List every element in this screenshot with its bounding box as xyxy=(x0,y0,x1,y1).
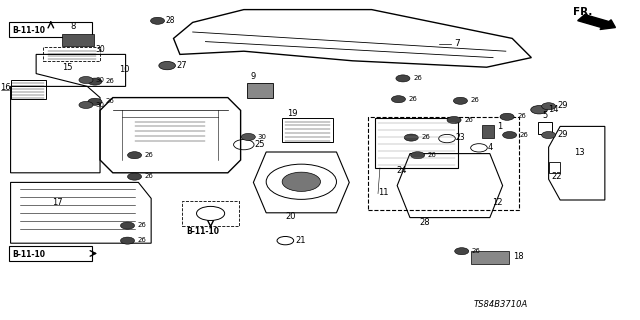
Text: 26: 26 xyxy=(517,113,526,119)
Text: 20: 20 xyxy=(285,212,296,221)
Circle shape xyxy=(282,172,321,191)
Circle shape xyxy=(127,173,141,180)
Circle shape xyxy=(88,78,102,85)
Circle shape xyxy=(79,76,93,84)
Text: 26: 26 xyxy=(138,222,147,228)
Text: 1: 1 xyxy=(497,122,503,131)
Text: 14: 14 xyxy=(548,105,559,114)
Circle shape xyxy=(453,97,467,104)
Text: 26: 26 xyxy=(520,132,529,138)
Text: 26: 26 xyxy=(472,248,481,254)
Text: 28: 28 xyxy=(166,16,175,25)
Text: 12: 12 xyxy=(492,198,502,207)
Text: 25: 25 xyxy=(255,140,265,148)
Text: 30: 30 xyxy=(95,45,106,54)
Circle shape xyxy=(396,75,410,82)
Text: 26: 26 xyxy=(422,134,430,140)
Circle shape xyxy=(127,152,141,159)
Text: B-11-10: B-11-10 xyxy=(13,26,45,35)
Text: 16: 16 xyxy=(0,83,10,92)
Circle shape xyxy=(159,61,175,70)
Text: 26: 26 xyxy=(105,78,114,84)
Circle shape xyxy=(541,132,556,139)
Text: 26: 26 xyxy=(409,96,417,102)
Text: B-11-10: B-11-10 xyxy=(13,250,45,259)
Text: 29: 29 xyxy=(557,101,568,110)
Text: 13: 13 xyxy=(574,148,585,157)
Circle shape xyxy=(79,101,93,108)
FancyArrow shape xyxy=(578,14,616,29)
Text: 22: 22 xyxy=(552,172,563,180)
Text: 15: 15 xyxy=(61,63,72,72)
Polygon shape xyxy=(470,251,509,264)
Text: 7: 7 xyxy=(454,39,460,48)
Text: 30: 30 xyxy=(258,133,267,140)
Text: 9: 9 xyxy=(250,72,255,81)
Circle shape xyxy=(150,17,164,24)
Text: 29: 29 xyxy=(557,130,568,139)
Text: 26: 26 xyxy=(464,116,473,123)
Text: 26: 26 xyxy=(138,237,147,243)
Circle shape xyxy=(500,113,514,120)
Text: 5: 5 xyxy=(543,111,548,120)
Circle shape xyxy=(411,152,425,159)
Text: 26: 26 xyxy=(470,97,479,103)
Circle shape xyxy=(120,222,134,229)
Text: 30: 30 xyxy=(95,76,104,83)
Text: 28: 28 xyxy=(420,218,430,227)
Polygon shape xyxy=(247,83,273,98)
Circle shape xyxy=(120,237,134,244)
Circle shape xyxy=(502,132,516,139)
Circle shape xyxy=(88,98,102,105)
Text: 26: 26 xyxy=(145,173,154,179)
Circle shape xyxy=(541,103,556,110)
Text: 17: 17 xyxy=(52,198,63,207)
Text: 21: 21 xyxy=(295,236,305,244)
Polygon shape xyxy=(481,125,494,138)
Text: 24: 24 xyxy=(396,166,406,175)
Text: 19: 19 xyxy=(287,109,298,118)
Polygon shape xyxy=(61,34,93,46)
Text: 4: 4 xyxy=(488,143,493,152)
Text: 27: 27 xyxy=(176,60,187,69)
Text: TS84B3710A: TS84B3710A xyxy=(474,300,528,309)
Circle shape xyxy=(454,248,468,255)
Circle shape xyxy=(447,116,461,124)
Circle shape xyxy=(392,96,406,103)
Circle shape xyxy=(241,133,255,140)
Circle shape xyxy=(531,106,547,114)
Circle shape xyxy=(404,134,419,141)
Text: 26: 26 xyxy=(428,152,436,158)
Text: FR.: FR. xyxy=(573,7,592,17)
Text: 26: 26 xyxy=(413,75,422,81)
Text: 23: 23 xyxy=(456,133,465,142)
Text: 10: 10 xyxy=(119,65,130,74)
Text: 26: 26 xyxy=(145,152,154,158)
Text: 8: 8 xyxy=(70,22,76,31)
Text: B-11-10: B-11-10 xyxy=(186,227,220,236)
Text: 11: 11 xyxy=(378,188,388,197)
Text: 30: 30 xyxy=(95,101,104,108)
Text: 18: 18 xyxy=(513,252,524,260)
Text: 26: 26 xyxy=(105,98,114,104)
